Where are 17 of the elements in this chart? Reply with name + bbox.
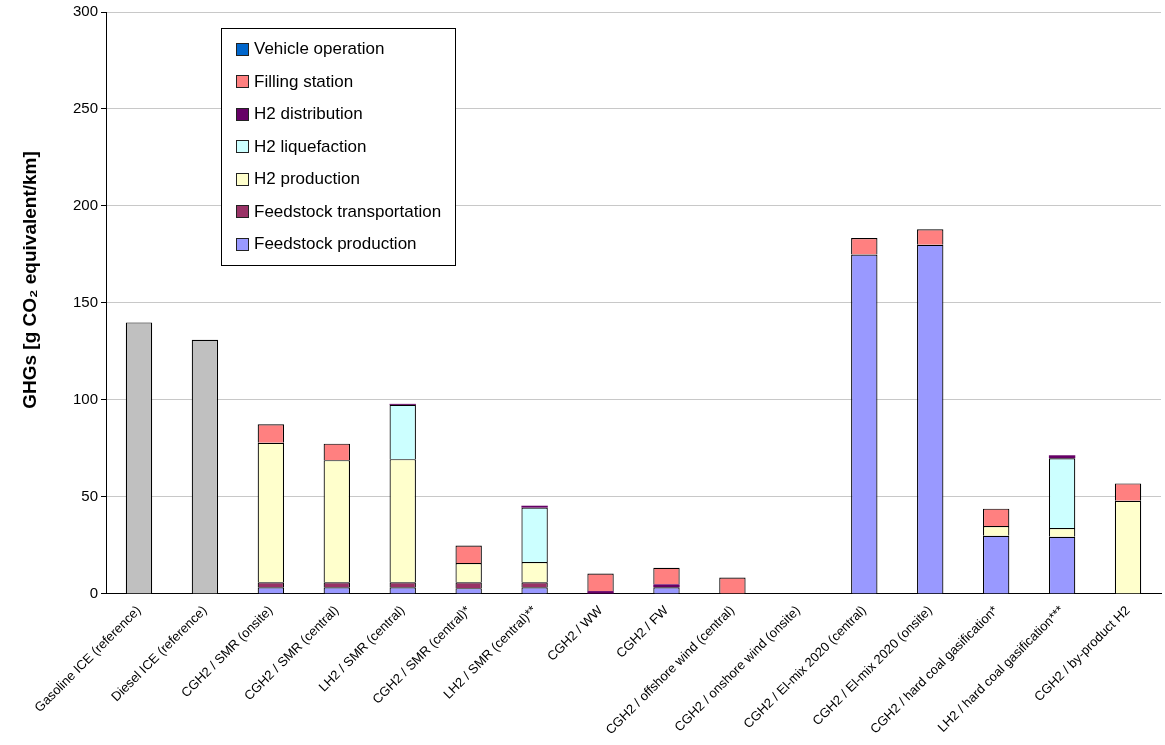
y-tick-label: 150 — [73, 293, 99, 311]
legend-label: Vehicle operation — [254, 39, 385, 60]
y-tick-label: 0 — [89, 584, 99, 602]
legend-label: H2 liquefaction — [254, 136, 367, 157]
legend-label: H2 distribution — [254, 104, 363, 125]
legend-label: Filling station — [254, 71, 354, 92]
legend-label: H2 production — [254, 169, 360, 190]
bar — [1048, 455, 1076, 459]
legend-label: Feedstock production — [254, 234, 417, 255]
y-tick-label: 250 — [73, 99, 99, 117]
y-axis-title: GHGs [g CO₂ equivalent/km] — [19, 151, 41, 409]
y-tick-label: 50 — [81, 487, 99, 505]
legend-label: Feedstock transportation — [254, 201, 442, 222]
bar — [653, 584, 680, 588]
y-tick-label: 200 — [73, 196, 99, 214]
y-tick-label: 300 — [73, 2, 99, 20]
y-tick-label: 100 — [73, 390, 99, 408]
